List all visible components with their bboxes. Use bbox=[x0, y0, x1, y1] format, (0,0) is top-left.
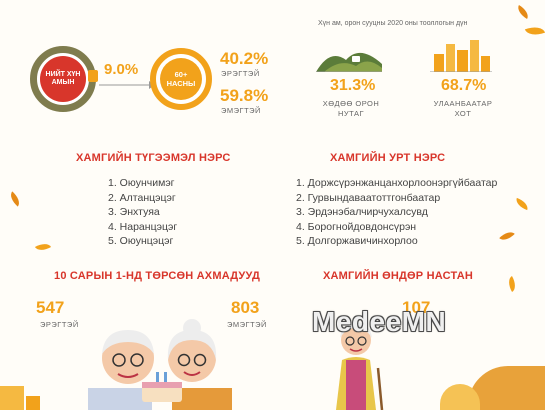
common-names-list: 1. Оюунчимэг 2. Алтанцэцэг 3. Энхтуяа 4.… bbox=[108, 176, 177, 249]
elderly-label: 60+ НАСНЫ bbox=[166, 70, 196, 88]
list-item: 1. Оюунчимэг bbox=[108, 177, 175, 189]
bottom-left-building bbox=[26, 396, 40, 410]
rural-label-line2: НУТАГ bbox=[337, 109, 365, 118]
centenarians-female-count: 803 bbox=[231, 298, 260, 317]
list-item: 5. Оюунцэцэг bbox=[108, 235, 174, 248]
male-label: ЭРЭГТЭЙ bbox=[221, 69, 260, 78]
list-item: 4. Борогнойдовдонсүрэн bbox=[296, 220, 417, 233]
centenarians-male-count: 547 bbox=[36, 298, 65, 317]
longest-names-title: ХАМГИЙН УРТ НЭРС bbox=[330, 152, 446, 164]
elderly-couple-illustration bbox=[88, 319, 232, 410]
city-buildings-icon bbox=[430, 40, 492, 72]
centenarians-title: 10 САРЫН 1-НД ТӨРСӨН АХМАДУУД bbox=[54, 270, 260, 282]
female-percent: 59.8% bbox=[220, 86, 269, 105]
elderly-ring: 60+ НАСНЫ bbox=[150, 48, 212, 110]
total-percent: 9.0% bbox=[104, 61, 139, 78]
list-item: 3. Энхтуяа bbox=[108, 206, 160, 219]
list-item: 3. Эрдэнэбалчирчухалсувд bbox=[296, 206, 428, 219]
longest-names-list: 1. Доржсүрэнжанцанхорлоонэргүйбаатар 2. … bbox=[296, 176, 497, 249]
male-percent: 40.2% bbox=[220, 49, 269, 68]
urban-percent: 68.7% bbox=[441, 77, 487, 94]
urban-label-line2: ХОТ bbox=[454, 109, 472, 118]
leaf-decoration bbox=[505, 275, 519, 293]
elderly-inner: 60+ НАСНЫ bbox=[160, 58, 202, 100]
leaf-decoration bbox=[499, 228, 515, 244]
oldest-age: 107 bbox=[402, 298, 431, 317]
list-item: 2. Гурвындаваатоттгонбаатар bbox=[296, 191, 441, 204]
list-item: 1. Доржсүрэнжанцанхорлоонэргүйбаатар bbox=[296, 177, 498, 189]
arrow-icon bbox=[99, 81, 155, 89]
list-item: 2. Алтанцэцэг bbox=[108, 191, 176, 204]
oldest-person-illustration bbox=[336, 322, 384, 410]
watermark-logo: MedeeMN bbox=[312, 306, 447, 337]
rural-hills-icon bbox=[316, 52, 382, 72]
urban-label-line1: УЛААНБААТАР bbox=[433, 99, 493, 108]
centenarians-female-label: ЭМЭГТЭЙ bbox=[227, 320, 267, 329]
source-note: Хүн ам, орон сууцны 2020 оны тооллогын д… bbox=[318, 20, 468, 27]
common-names-title: ХАМГИЙН ТҮГЭЭМЭЛ НЭРС bbox=[76, 152, 231, 164]
centenarians-male-label: ЭРЭГТЭЙ bbox=[40, 320, 79, 329]
female-label: ЭМЭГТЭЙ bbox=[221, 106, 261, 115]
bottom-right-bush bbox=[440, 384, 480, 410]
bottom-left-building bbox=[0, 386, 24, 410]
urban-label: УЛААНБААТАР ХОТ bbox=[426, 99, 500, 119]
list-item: 4. Наранцэцэг bbox=[108, 220, 178, 233]
rural-label: ХӨДӨӨ ОРОН НУТАГ bbox=[317, 99, 385, 119]
oldest-title: ХАМГИЙН ӨНДӨР НАСТАН bbox=[323, 270, 473, 282]
list-item: 5. Долгоржавичинхорлоо bbox=[296, 235, 418, 248]
leaf-decoration bbox=[514, 197, 530, 211]
leaf-decoration bbox=[524, 23, 545, 39]
total-population-ring: НИЙТ ХҮН АМЫН bbox=[30, 46, 96, 112]
total-population-inner: НИЙТ ХҮН АМЫН bbox=[40, 56, 86, 102]
leaf-decoration bbox=[34, 240, 52, 254]
rural-label-line1: ХӨДӨӨ ОРОН bbox=[322, 99, 380, 108]
total-share-marker bbox=[88, 70, 98, 82]
total-population-label: НИЙТ ХҮН АМЫН bbox=[45, 71, 81, 86]
rural-percent: 31.3% bbox=[330, 77, 376, 94]
leaf-decoration bbox=[7, 191, 23, 207]
leaf-decoration bbox=[514, 5, 532, 19]
